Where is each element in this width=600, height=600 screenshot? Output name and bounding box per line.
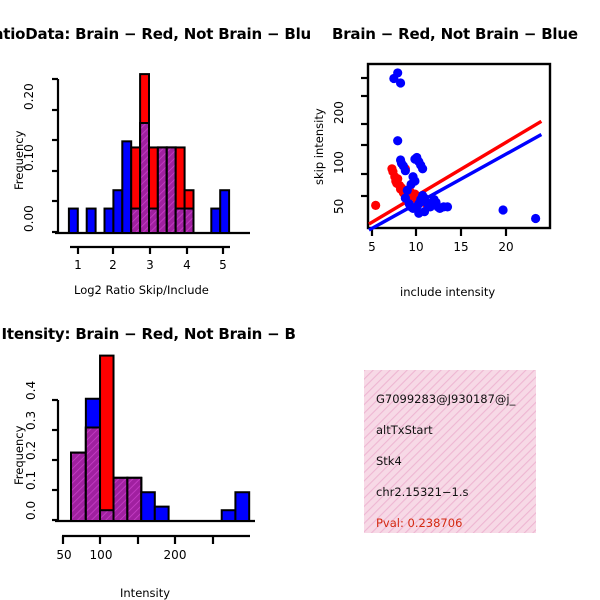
intensity-bar-notbrain <box>220 509 237 523</box>
ratio-histogram-bars <box>67 73 231 235</box>
ratio-xlabel: Log2 Ratio Skip/Include <box>74 283 209 297</box>
ratio-ytick-0.00: 0.00 <box>22 205 36 232</box>
ratio-bar-overlap <box>165 146 177 234</box>
scatter-point <box>414 208 424 218</box>
intensity-ytick-0.3: 0.3 <box>24 410 38 430</box>
intensity-bar-overlap <box>126 476 143 522</box>
intensity-bar-overlap <box>70 451 87 522</box>
scatter-title: Brain − Red, Not Brain − Blue <box>332 25 578 43</box>
scatter-point <box>498 205 508 215</box>
intensity-bar-overlap <box>99 509 115 523</box>
ratio-bar-notbrain <box>219 189 231 235</box>
intensity-bar-notbrain <box>234 491 251 522</box>
scatter-ylabel: skip intensity <box>312 108 326 185</box>
ratio-bar-overlap <box>174 207 186 235</box>
scatter-y-axis <box>361 76 368 198</box>
scatter-point <box>400 166 410 176</box>
info-line-location: chr2.15321−1.s <box>376 485 469 499</box>
intensity-bar-notbrain <box>153 505 170 522</box>
ratio-bar-overlap <box>183 207 195 235</box>
ratio-histogram-title: RatioData: Brain − Red, Not Brain − Blu <box>0 25 312 43</box>
scatter-point <box>395 78 406 88</box>
scatter-plot <box>361 62 552 236</box>
panel-intensity-scatter: Brain − Red, Not Brain − Blue 200 100 50… <box>300 0 600 300</box>
scatter-xtick-20: 20 <box>498 240 514 254</box>
intensity-xtick-50: 50 <box>56 548 72 562</box>
scatter-xlabel: include intensity <box>400 285 496 299</box>
intensity-bar-notbrain <box>140 491 156 522</box>
scatter-point <box>393 136 403 146</box>
ratio-bar-notbrain <box>121 140 133 234</box>
ratio-bar-notbrain <box>103 207 115 235</box>
scatter-point <box>418 164 428 174</box>
scatter-fit-line <box>368 133 543 232</box>
intensity-ylabel: Frequency <box>12 425 26 485</box>
intensity-x-axis <box>61 534 250 544</box>
gene-info-box: G7099283@J930187@j_ altTxStart Stk4 chr2… <box>364 370 536 533</box>
info-line-pval: Pval: 0.238706 <box>376 516 463 530</box>
ratio-bar-overlap <box>156 146 168 234</box>
scatter-ytick-50: 50 <box>332 198 346 214</box>
scatter-fit-line <box>368 119 543 226</box>
intensity-xlabel: Intensity <box>120 586 171 600</box>
ratio-ylabel: Frequency <box>12 130 26 190</box>
info-line-gene: Stk4 <box>376 454 402 468</box>
ratio-bar-overlap <box>148 207 159 235</box>
intensity-ytick-0.2: 0.2 <box>24 440 38 460</box>
ratio-histogram-plot <box>52 73 250 254</box>
intensity-histogram-title: ne Itensity: Brain − Red, Not Brain − B <box>0 325 296 343</box>
intensity-xtick-200: 200 <box>163 548 187 562</box>
ratio-bar-overlap <box>130 207 142 235</box>
scatter-xtick-5: 5 <box>368 240 376 254</box>
ratio-bar-notbrain <box>85 207 97 235</box>
ratio-bar-overlap <box>139 122 151 234</box>
ratio-xtick-5: 5 <box>219 258 227 272</box>
info-line-event-type: altTxStart <box>376 423 433 437</box>
scatter-ytick-100: 100 <box>332 151 346 174</box>
intensity-ytick-0.0: 0.0 <box>24 500 38 520</box>
ratio-xtick-2: 2 <box>109 258 117 272</box>
intensity-histogram-plot <box>52 354 255 544</box>
ratio-xtick-4: 4 <box>183 258 191 272</box>
scatter-point <box>402 185 412 195</box>
scatter-point <box>371 200 381 210</box>
scatter-xtick-10: 10 <box>408 240 424 254</box>
intensity-bar-brain <box>99 354 115 522</box>
scatter-fit-lines <box>368 119 543 232</box>
ratio-y-axis <box>52 77 60 234</box>
ratio-xtick-1: 1 <box>74 258 82 272</box>
intensity-y-axis <box>52 398 60 522</box>
scatter-point <box>389 73 399 84</box>
ratio-bar-notbrain <box>112 189 124 235</box>
scatter-xtick-15: 15 <box>453 240 469 254</box>
ratio-ytick-0.20: 0.20 <box>22 83 36 110</box>
panel-intensity-histogram: ne Itensity: Brain − Red, Not Brain − B … <box>0 300 300 600</box>
intensity-ytick-0.4: 0.4 <box>24 380 38 400</box>
intensity-xtick-100: 100 <box>89 548 113 562</box>
scatter-ytick-200: 200 <box>332 101 346 124</box>
ratio-bar-notbrain <box>210 207 222 235</box>
intensity-bar-overlap <box>84 426 102 522</box>
info-line-id: G7099283@J930187@j_ <box>376 392 516 406</box>
info-box-text: G7099283@J930187@j_ altTxStart Stk4 chr2… <box>364 370 536 533</box>
panel-ratio-histogram: RatioData: Brain − Red, Not Brain − Blu <box>0 0 311 300</box>
ratio-xtick-3: 3 <box>146 258 154 272</box>
ratio-bar-notbrain <box>67 207 79 235</box>
scatter-points <box>371 68 541 224</box>
intensity-ytick-0.1: 0.1 <box>24 470 38 490</box>
intensity-bar-overlap <box>112 476 129 522</box>
scatter-point <box>442 202 453 212</box>
intensity-histogram-bars <box>70 354 251 523</box>
info-box-hatch-background <box>364 370 536 533</box>
scatter-point <box>531 213 541 224</box>
ratio-x-axis <box>70 245 230 254</box>
